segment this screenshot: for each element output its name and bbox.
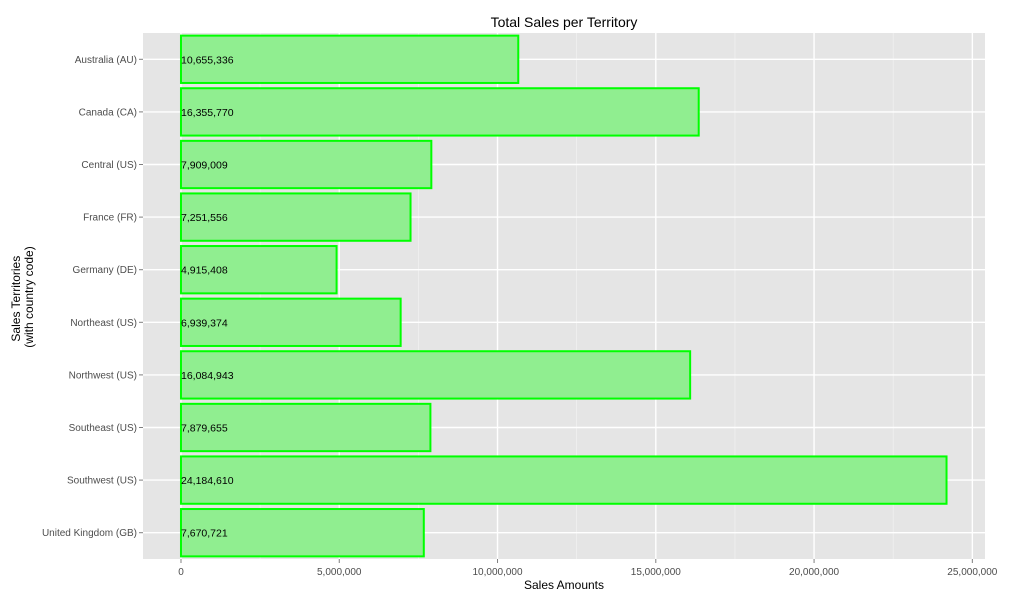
y-tick-label: Northeast (US) [70,318,137,329]
bar-value-label: 7,670,721 [181,528,228,540]
y-tick-label: Southeast (US) [69,423,137,434]
bar-value-label: 10,655,336 [181,54,234,66]
bar [179,402,432,453]
bar [179,192,412,242]
y-axis-title: Sales Territories (with country code) [9,246,36,347]
x-tick-label: 20,000,000 [789,567,839,578]
y-tick-label: Northwest (US) [69,370,137,381]
chart-title: Total Sales per Territory [491,14,638,30]
bar [179,455,948,505]
bar [179,87,700,137]
y-tick-label: Canada (CA) [79,107,137,118]
y-tick-label: Australia (AU) [75,55,137,66]
bar-value-label: 16,084,943 [181,370,234,382]
bar [179,508,425,558]
y-tick-label: Southwest (US) [67,476,137,487]
y-tick-labels: Australia (AU) Canada (CA) Central (US) Fra… [42,55,137,539]
x-tick-label: 10,000,000 [472,567,522,578]
bar-value-label: 7,251,556 [181,212,228,224]
y-axis-title-line-1: Sales Territories [9,256,23,342]
x-tick-label: 15,000,000 [631,567,681,578]
y-axis-title-line-2: (with country code) [22,246,36,347]
bar-value-label: 7,909,009 [181,160,228,172]
x-tick-labels: 0 5,000,000 10,000,000 15,000,000 20,000,000… [178,567,998,578]
bar-value-label: 4,915,408 [181,265,228,277]
x-axis-title: Sales Amounts [524,578,604,592]
bar [179,34,520,84]
x-tick-label: 5,000,000 [317,567,362,578]
bar [179,297,402,347]
bar [179,245,338,295]
bar-value-label: 7,879,655 [181,423,228,435]
y-tick-label: Central (US) [81,160,137,171]
bar [179,139,433,190]
axis-ticks [139,58,973,563]
bar-value-label: 16,355,770 [181,107,234,119]
y-tick-label: United Kingdom (GB) [42,528,137,539]
y-tick-label: Germany (DE) [73,265,137,276]
y-tick-label: France (FR) [83,213,137,224]
bar [179,350,692,400]
bars [179,34,948,558]
bar-value-labels: 10,655,336 16,355,770 7,909,009 7,251,556 4,… [181,54,234,539]
bar-value-label: 24,184,610 [181,475,234,487]
x-tick-label: 0 [178,567,184,578]
x-tick-label: 25,000,000 [947,567,997,578]
bar-value-label: 6,939,374 [181,317,228,329]
